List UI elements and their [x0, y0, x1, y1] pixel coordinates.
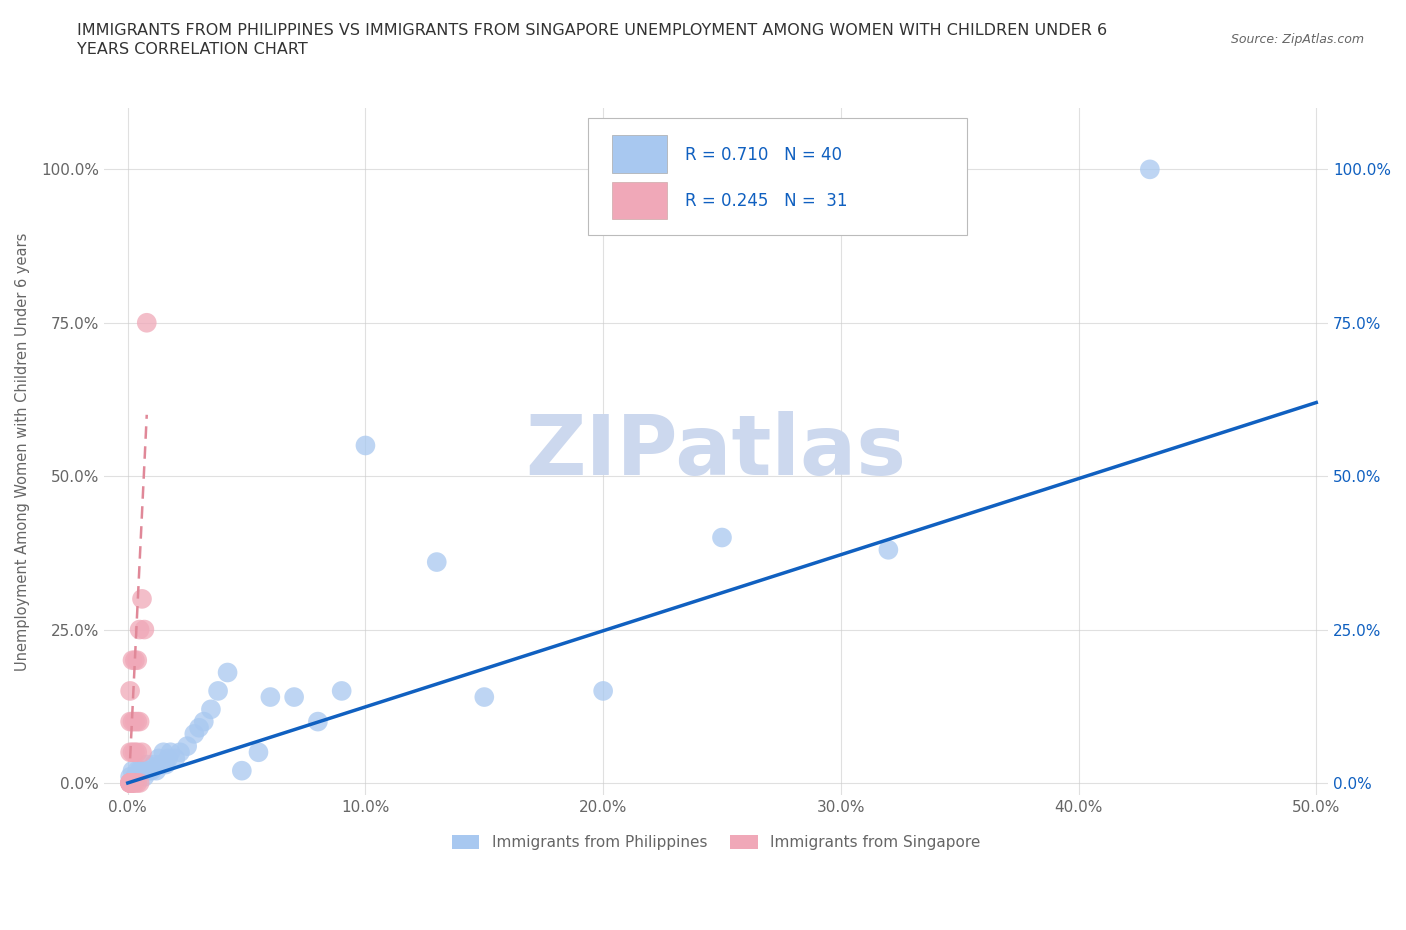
Point: [135, 315, 157, 330]
Point: [330, 684, 353, 698]
Point: [169, 745, 191, 760]
Text: R = 0.245   N =  31: R = 0.245 N = 31: [686, 192, 848, 210]
Point: [121, 776, 143, 790]
Point: [120, 776, 142, 790]
Point: [120, 776, 142, 790]
Text: YEARS CORRELATION CHART: YEARS CORRELATION CHART: [77, 42, 308, 57]
Point: [176, 738, 198, 753]
Point: [200, 702, 222, 717]
Text: R = 0.710   N = 40: R = 0.710 N = 40: [686, 146, 842, 164]
Point: [193, 714, 215, 729]
Point: [128, 764, 150, 778]
Text: Source: ZipAtlas.com: Source: ZipAtlas.com: [1230, 33, 1364, 46]
Point: [128, 714, 150, 729]
Point: [426, 554, 449, 569]
Point: [307, 714, 329, 729]
Point: [120, 776, 142, 790]
Point: [259, 690, 281, 705]
Point: [127, 776, 149, 790]
Text: ZIPatlas: ZIPatlas: [526, 411, 907, 492]
Point: [120, 776, 142, 790]
Point: [121, 653, 143, 668]
Point: [127, 745, 149, 760]
Point: [134, 769, 156, 784]
Point: [145, 764, 167, 778]
Point: [354, 438, 377, 453]
FancyBboxPatch shape: [588, 118, 967, 235]
Point: [1139, 162, 1161, 177]
Point: [148, 751, 170, 765]
Point: [124, 776, 146, 790]
FancyBboxPatch shape: [612, 181, 666, 219]
Point: [127, 714, 149, 729]
Point: [134, 622, 156, 637]
Point: [711, 530, 734, 545]
Point: [120, 714, 142, 729]
Point: [247, 745, 270, 760]
Legend: Immigrants from Philippines, Immigrants from Singapore: Immigrants from Philippines, Immigrants …: [446, 829, 986, 857]
Point: [120, 684, 142, 698]
Point: [121, 714, 143, 729]
Point: [131, 591, 153, 606]
Point: [120, 776, 142, 790]
Point: [120, 776, 142, 790]
Point: [135, 757, 157, 772]
Point: [155, 757, 177, 772]
Point: [124, 653, 146, 668]
Point: [121, 745, 143, 760]
Point: [152, 745, 174, 760]
Point: [188, 721, 211, 736]
Point: [183, 726, 205, 741]
FancyBboxPatch shape: [612, 136, 666, 173]
Y-axis label: Unemployment Among Women with Children Under 6 years: Unemployment Among Women with Children U…: [15, 232, 30, 671]
Point: [121, 764, 143, 778]
Point: [142, 757, 165, 772]
Point: [127, 764, 149, 778]
Point: [131, 764, 153, 778]
Point: [124, 745, 146, 760]
Point: [131, 745, 153, 760]
Point: [157, 751, 180, 765]
Point: [217, 665, 239, 680]
Point: [121, 776, 143, 790]
Point: [120, 769, 142, 784]
Point: [128, 622, 150, 637]
Point: [138, 764, 160, 778]
Point: [150, 757, 173, 772]
Point: [592, 684, 614, 698]
Point: [121, 776, 143, 790]
Point: [128, 776, 150, 790]
Point: [127, 653, 149, 668]
Point: [141, 764, 163, 778]
Point: [877, 542, 900, 557]
Point: [124, 714, 146, 729]
Point: [159, 745, 181, 760]
Point: [120, 745, 142, 760]
Point: [165, 751, 187, 765]
Point: [120, 776, 142, 790]
Point: [283, 690, 305, 705]
Point: [231, 764, 253, 778]
Point: [124, 769, 146, 784]
Text: IMMIGRANTS FROM PHILIPPINES VS IMMIGRANTS FROM SINGAPORE UNEMPLOYMENT AMONG WOME: IMMIGRANTS FROM PHILIPPINES VS IMMIGRANT…: [77, 23, 1108, 38]
Point: [207, 684, 229, 698]
Point: [472, 690, 495, 705]
